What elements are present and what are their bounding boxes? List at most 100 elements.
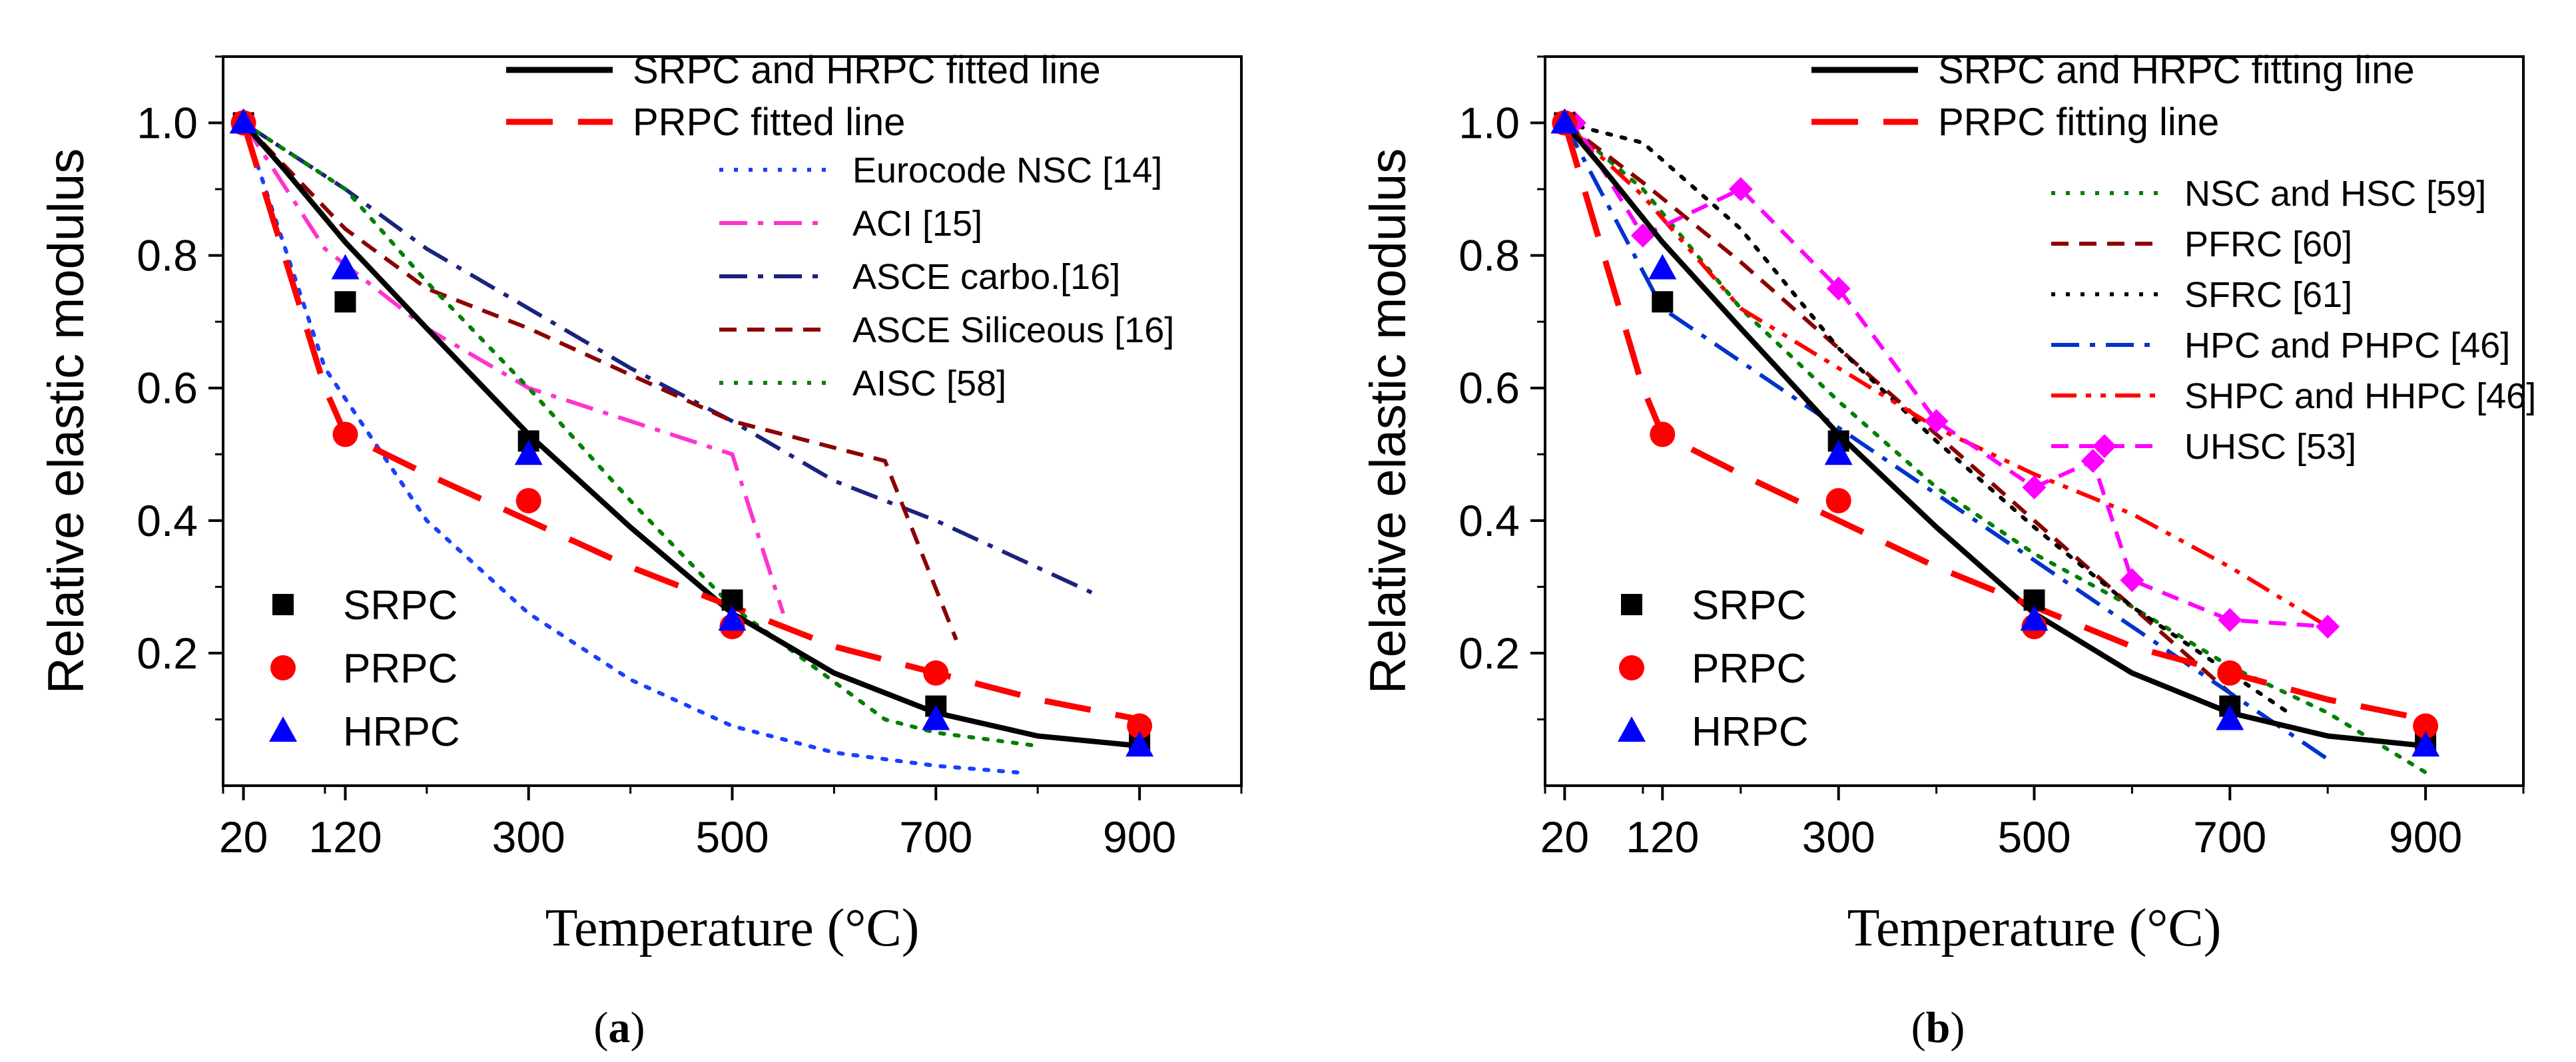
legend-label: PRPC (1692, 646, 1806, 692)
data-point-hrpc (2216, 704, 2244, 730)
series-line-aci-15 (242, 121, 785, 615)
legend-label: PRPC fitted line (633, 101, 905, 144)
plot-area (229, 108, 1154, 775)
panel-label: (b) (1911, 1003, 1965, 1052)
y-tick-label: 1.0 (137, 99, 198, 148)
data-point-prpc (1127, 713, 1153, 739)
x-axis-title: Temperature (°C) (1847, 899, 2222, 957)
legend-label: PRPC (343, 646, 458, 692)
data-point-hrpc (718, 605, 747, 631)
data-point-prpc (515, 487, 541, 513)
fitted-line-prpc-fitted-line (240, 122, 1140, 722)
legend-label: SRPC (1692, 583, 1806, 629)
y-tick-label: 1.0 (1458, 99, 1520, 148)
legend-marker (1621, 594, 1642, 615)
data-point-prpc (1650, 421, 1676, 447)
series-line-pfrc-60 (1563, 121, 2232, 694)
x-tick-label: 120 (308, 812, 382, 862)
data-point-hrpc (229, 108, 258, 134)
panel-label-open: ( (1911, 1003, 1926, 1052)
x-tick-label: 900 (1103, 812, 1176, 862)
y-tick-label: 0.6 (1458, 364, 1520, 413)
y-tick-label: 0.6 (137, 364, 198, 413)
legend-label: PRPC fitting line (1938, 101, 2219, 144)
y-axis-title: Relative elastic modulus (1360, 148, 1417, 694)
legend-marker (272, 594, 294, 615)
data-point-hrpc (514, 439, 543, 465)
uhsc-point (2081, 449, 2105, 473)
x-tick-label: 20 (219, 812, 268, 862)
legend-label: ACI [15] (852, 204, 982, 244)
legend-marker (1618, 716, 1646, 742)
series-line-uhsc-53 (1564, 121, 2328, 629)
x-tick-label: 500 (695, 812, 769, 862)
x-tick-label: 300 (492, 812, 565, 862)
legend-label: HPC and PHPC [46] (2184, 326, 2510, 366)
panel-label: (a) (594, 1003, 645, 1052)
data-point-hrpc (922, 704, 950, 730)
x-axis: 20 120 300 500 700 900 (1540, 786, 2525, 862)
data-point-prpc (2217, 660, 2243, 686)
legend-label: UHSC [53] (2184, 427, 2356, 467)
legend-label: SFRC [61] (2184, 275, 2352, 315)
panel-label-close: ) (1950, 1003, 1965, 1052)
fitted-line-prpc-fitting-line (1562, 122, 2426, 722)
legend: SRPC and HRPC fitted line PRPC fitted lin… (269, 49, 1174, 755)
series-line-nsc-and-hsc-59 (1562, 121, 2428, 775)
legend-label: NSC and HSC [59] (2184, 174, 2486, 214)
x-tick-label: 500 (1997, 812, 2071, 862)
legend-label: SHPC and HHPC [46] (2184, 376, 2536, 416)
x-tick-label: 700 (899, 812, 972, 862)
series-line-asce-carbo-16 (242, 121, 1095, 596)
chart-panel-a: 20 120 300 500 700 900 0.2 0.4 0.6 0.8 1.0 Temperat… (38, 49, 1243, 1052)
data-point-prpc (2413, 713, 2439, 739)
legend-label: Eurocode NSC [14] (852, 150, 1162, 190)
data-point-hrpc (1648, 254, 1677, 280)
chart-panel-b: 20 120 300 500 700 900 0.2 0.4 0.6 0.8 1.0 Temperat… (1360, 49, 2536, 1052)
uhsc-point (2120, 568, 2144, 593)
uhsc-point (2218, 608, 2242, 633)
fitted-line-srpc-and-hrpc-fitting-line (1562, 121, 2426, 749)
y-tick-label: 0.8 (1458, 231, 1520, 280)
y-tick-label: 0.2 (137, 629, 198, 678)
data-point-hrpc (1126, 731, 1154, 757)
x-tick-label: 900 (2389, 812, 2462, 862)
fitted-line-srpc-and-hrpc-fitted-line (241, 121, 1140, 749)
y-tick-label: 0.8 (137, 231, 198, 280)
legend-label: SRPC and HRPC fitting line (1938, 49, 2415, 92)
legend-label: SRPC and HRPC fitted line (633, 49, 1101, 92)
legend-label: SRPC (343, 583, 458, 629)
data-point-hrpc (1550, 108, 1579, 134)
series-line-eurocode-nsc-14 (241, 121, 1020, 775)
data-point-hrpc (331, 254, 360, 280)
series-line-hpc-and-phpc-46 (1562, 122, 2329, 761)
x-tick-label: 700 (2193, 812, 2266, 862)
legend-label: PFRC [60] (2184, 224, 2352, 264)
legend-label: ASCE carbo.[16] (852, 257, 1120, 297)
uhsc-point (1728, 177, 1753, 202)
x-axis: 20 120 300 500 700 900 (219, 786, 1243, 862)
x-tick-label: 300 (1802, 812, 1875, 862)
uhsc-point (1826, 276, 1851, 301)
data-point-srpc (1652, 291, 1674, 313)
y-tick-label: 0.2 (1458, 629, 1520, 678)
y-axis: 0.2 0.4 0.6 0.8 1.0 (137, 55, 223, 720)
legend-marker (269, 716, 297, 742)
data-point-prpc (923, 660, 949, 686)
legend-label: ASCE Siliceous [16] (852, 310, 1174, 350)
y-tick-label: 0.4 (137, 496, 198, 545)
y-axis-title: Relative elastic modulus (38, 148, 95, 694)
data-point-hrpc (1824, 439, 1853, 465)
x-tick-label: 20 (1540, 812, 1589, 862)
legend-marker (1619, 655, 1644, 680)
data-point-prpc (1825, 487, 1851, 513)
legend-label: AISC [58] (852, 364, 1006, 403)
series-line-sfrc-61 (1562, 121, 2291, 715)
uhsc-point (2316, 615, 2340, 639)
legend-label: HRPC (1692, 709, 1809, 755)
panel-label-close: ) (631, 1003, 645, 1052)
data-point-srpc (334, 291, 356, 313)
x-axis-title: Temperature (°C) (545, 899, 920, 957)
data-point-prpc (332, 421, 358, 447)
